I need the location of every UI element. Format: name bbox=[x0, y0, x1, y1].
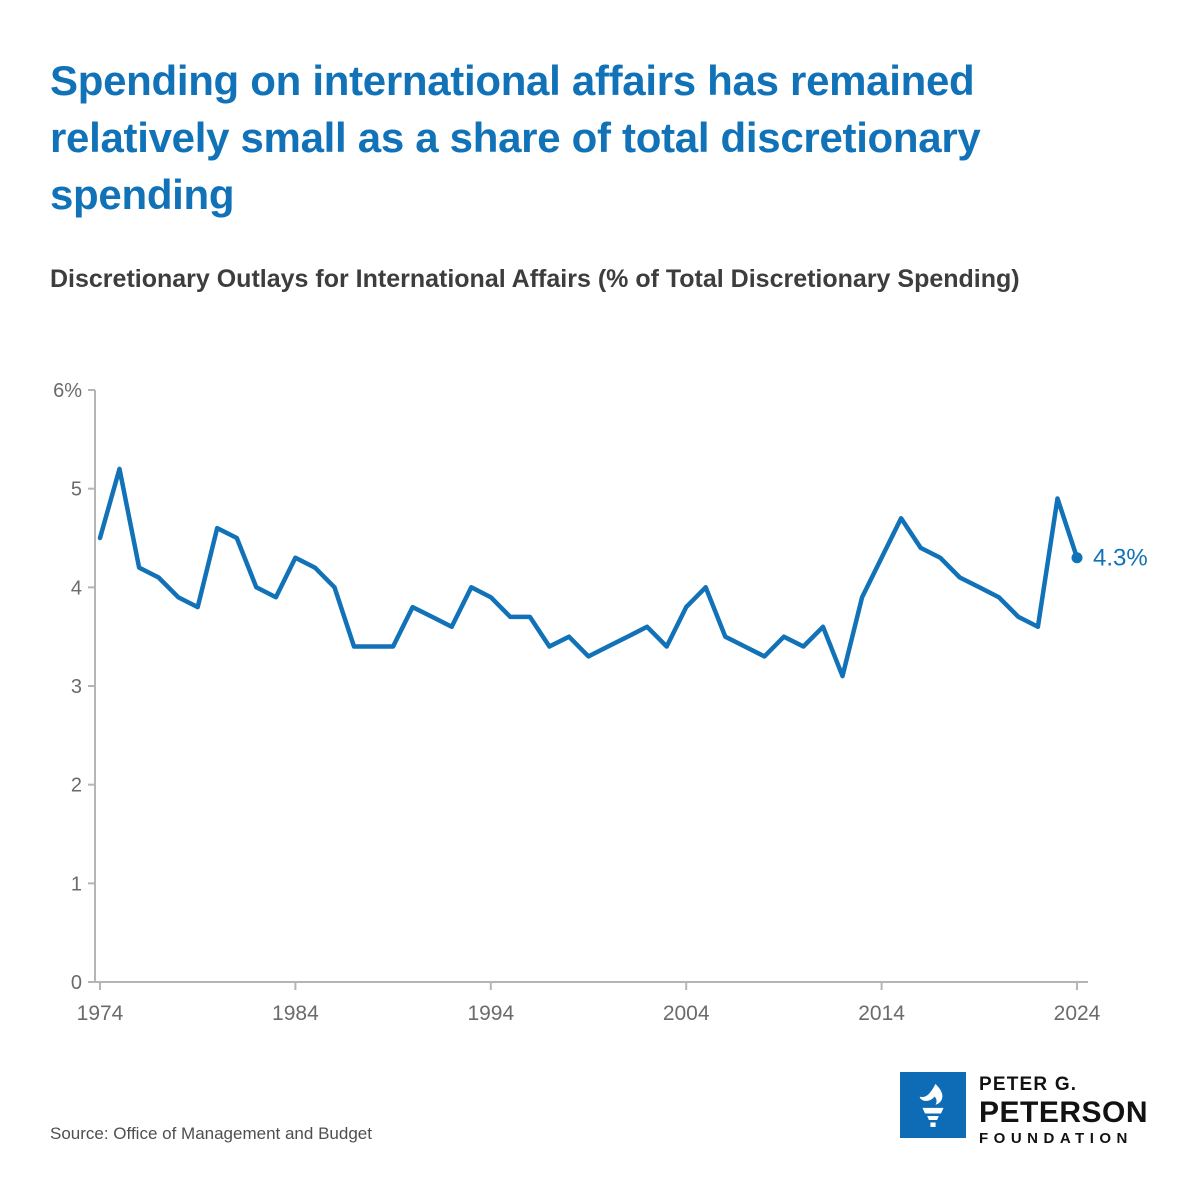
logo-line-2: PETERSON bbox=[979, 1096, 1149, 1129]
x-tick-label: 2024 bbox=[1054, 1002, 1101, 1025]
line-chart-svg: 0 1 2 3 4 5 6% 1974 1984 1994 2004 2014 2024 4.3% bbox=[53, 380, 1148, 1025]
y-tick-label: 6% bbox=[53, 380, 82, 402]
logo-text: PETER G. PETERSON FOUNDATION bbox=[979, 1072, 1149, 1147]
peterson-foundation-logo: PETER G. PETERSON FOUNDATION bbox=[900, 1072, 1149, 1147]
x-tick-label: 1974 bbox=[77, 1002, 124, 1025]
x-tick-label: 1994 bbox=[467, 1002, 514, 1025]
y-tick-label: 3 bbox=[71, 676, 82, 698]
x-tick-label: 1984 bbox=[272, 1002, 319, 1025]
axis-lines bbox=[94, 390, 1088, 983]
source-note: Source: Office of Management and Budget bbox=[50, 1124, 372, 1143]
logo-line-1: PETER G. bbox=[979, 1074, 1078, 1095]
page-title: Spending on international affairs has re… bbox=[50, 57, 981, 219]
line-chart: 0 1 2 3 4 5 6% 1974 1984 1994 2004 2014 2024 4.3% bbox=[0, 355, 1200, 1055]
spending-line bbox=[97, 466, 1080, 679]
x-tick-label: 2004 bbox=[663, 1002, 710, 1025]
y-tick-label: 5 bbox=[71, 479, 82, 501]
y-tick-label: 0 bbox=[71, 972, 82, 994]
logo-line-3: FOUNDATION bbox=[979, 1130, 1133, 1147]
y-tick-label: 2 bbox=[71, 775, 82, 797]
end-value-label: 4.3% bbox=[1093, 545, 1148, 572]
y-tick-label: 1 bbox=[71, 873, 82, 895]
logo-mark bbox=[900, 1072, 966, 1138]
x-tick-label: 2014 bbox=[858, 1002, 905, 1025]
end-point-marker bbox=[1071, 552, 1083, 564]
torch-icon bbox=[919, 1083, 944, 1127]
y-tick-label: 4 bbox=[71, 577, 82, 599]
chart-subtitle: Discretionary Outlays for International … bbox=[50, 265, 1020, 293]
